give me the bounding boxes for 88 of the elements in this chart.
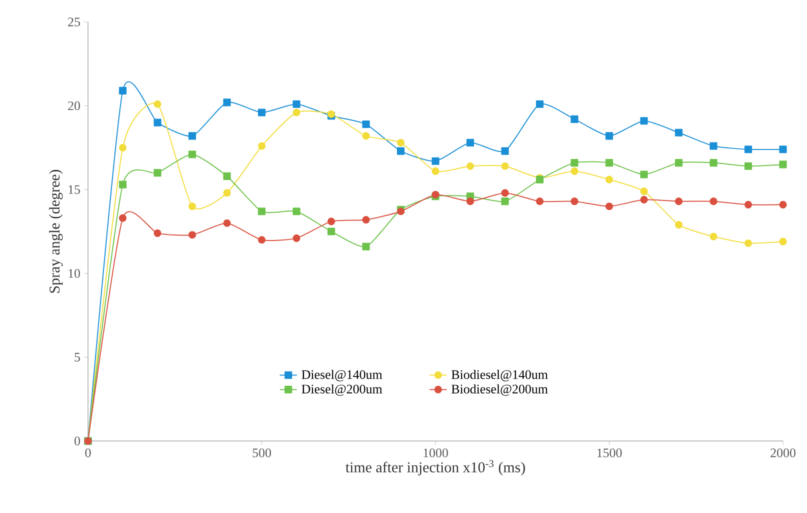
point [674, 128, 683, 136]
point [674, 158, 683, 167]
point [501, 162, 509, 170]
point [223, 98, 231, 106]
point [396, 138, 405, 146]
point [223, 172, 231, 180]
y-axis-title: Spray angle (degree) [49, 170, 63, 293]
point [536, 198, 544, 206]
y-tick-label: 15 [68, 185, 80, 194]
point [605, 202, 614, 210]
point [501, 189, 509, 197]
point [362, 120, 370, 128]
point [362, 216, 370, 224]
point [710, 198, 718, 206]
point [118, 180, 127, 188]
point [640, 187, 648, 196]
point [570, 158, 578, 167]
point [118, 214, 127, 222]
point [327, 218, 336, 226]
point [605, 158, 614, 167]
point [536, 100, 544, 108]
point [674, 198, 683, 206]
x-tick-label: 2000 [770, 448, 796, 458]
point [640, 170, 648, 178]
y-tick-label: 5 [74, 352, 80, 362]
point [188, 202, 196, 210]
y-tick-label: 25 [68, 18, 80, 26]
point [362, 242, 370, 250]
point [605, 132, 614, 140]
point [154, 229, 162, 237]
point [710, 158, 718, 167]
point [327, 228, 336, 236]
point [779, 146, 787, 154]
point [466, 198, 474, 206]
point [710, 232, 718, 240]
point [362, 132, 370, 140]
x-tick-label: 500 [252, 448, 271, 458]
point [779, 238, 787, 246]
point [188, 132, 196, 140]
point [640, 117, 648, 125]
point [501, 147, 509, 155]
point [292, 100, 300, 108]
x-tick-label: 1000 [424, 448, 448, 458]
point [118, 86, 127, 94]
point [570, 167, 578, 175]
point [258, 236, 266, 244]
point [223, 189, 231, 197]
point [570, 115, 578, 123]
legend-label: Biodiesel@140um [452, 370, 548, 382]
point [779, 160, 787, 168]
point [501, 198, 509, 206]
point [258, 108, 266, 116]
point [779, 200, 787, 208]
point [396, 147, 405, 155]
point [640, 196, 648, 204]
point [432, 157, 440, 165]
point [744, 146, 752, 154]
y-tick-label: 0 [74, 436, 80, 446]
point [466, 162, 474, 170]
point [258, 208, 266, 216]
point [674, 221, 683, 229]
point [154, 169, 162, 177]
point [154, 100, 162, 108]
point [188, 150, 196, 158]
point [432, 167, 440, 175]
point [118, 144, 127, 152]
point [188, 231, 196, 239]
point [223, 219, 231, 227]
legend-label: Biodiesel@200um [452, 384, 548, 396]
point [570, 198, 578, 206]
point [744, 200, 752, 208]
point [292, 108, 300, 116]
point [466, 138, 474, 146]
y-tick-label: 10 [68, 269, 80, 278]
x-axis-title: time after injection x10$^{-3}$ (ms) [346, 460, 525, 476]
x-tick-label: 1500 [597, 448, 622, 458]
point [710, 142, 718, 150]
x-tick-label: 0 [85, 448, 91, 458]
point [605, 176, 614, 184]
point [744, 239, 752, 248]
point [154, 118, 162, 126]
legend-label: Diesel@140um [302, 370, 382, 382]
point [292, 234, 300, 242]
point [744, 162, 752, 170]
point [258, 142, 266, 150]
y-tick-label: 20 [68, 101, 80, 110]
point [292, 208, 300, 216]
legend-label: Diesel@200um [302, 384, 382, 396]
